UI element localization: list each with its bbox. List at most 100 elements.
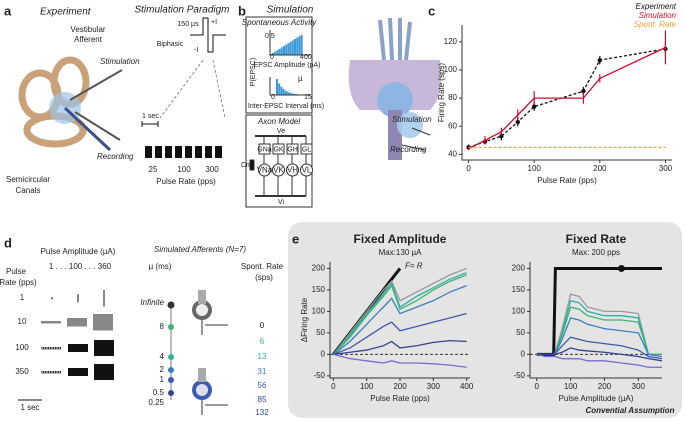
hist-bar: [298, 36, 301, 55]
hist-bar: [300, 34, 303, 55]
source-label: VNa: [257, 166, 273, 175]
source: [286, 163, 299, 177]
biphasic-waveform: [141, 17, 226, 127]
hist-bar: [287, 91, 289, 95]
mu-label: Infinite: [140, 298, 164, 307]
heading: Stimulation Paradigm: [134, 5, 229, 16]
x-tick-label: 300: [659, 164, 673, 173]
point: [617, 264, 625, 272]
series-line: [536, 347, 663, 362]
chart-subtitle: Max: 200 pps: [572, 248, 620, 257]
gate-label: GL: [302, 146, 311, 153]
x-axis-label: Pulse Amplitude (µA): [559, 394, 634, 403]
gate-box: [286, 143, 299, 155]
label: Biphasic: [157, 41, 184, 48]
y-tick-label: 40: [448, 149, 457, 158]
hist-bar: [272, 53, 274, 55]
chart-title: Fixed Rate: [566, 232, 627, 246]
label: (sps): [255, 273, 273, 282]
label: Recording: [390, 145, 427, 154]
y-axis-label: ΔFiring Rate: [300, 297, 309, 342]
y-tick-label: 50: [316, 328, 325, 337]
source-label: VH: [287, 166, 298, 175]
y-tick-label: 150: [312, 285, 326, 294]
point: [581, 88, 586, 94]
row-label: 10: [18, 317, 27, 326]
source-label: VL: [302, 166, 312, 175]
label: Vi: [278, 199, 285, 206]
source-label: VK: [273, 166, 284, 175]
hist-bar: [278, 48, 281, 55]
gate-box: [300, 143, 313, 155]
heading: Experiment: [40, 7, 92, 18]
axon-circuit: GNa VNa GK VK GH VH GL VL: [257, 136, 313, 196]
axis: [329, 262, 470, 379]
label: Semicircular: [6, 175, 50, 184]
raster-block: [94, 340, 114, 356]
neuron-illustration: [348, 17, 442, 160]
ear-illustration: [18, 56, 123, 152]
pulse-block: [185, 146, 192, 158]
x-tick-label: 200: [593, 164, 607, 173]
axis-label: EPSC Amplitude (pA): [254, 62, 321, 69]
rate-label: 13: [258, 352, 267, 361]
axis: [529, 262, 662, 379]
afferent-illustration: [167, 290, 228, 415]
point: [597, 57, 603, 63]
rate-label: 85: [258, 395, 267, 404]
series-line: [468, 46, 666, 150]
hist-bar: [276, 79, 278, 95]
label: Stimulation: [100, 57, 140, 66]
y-tick-label: 100: [512, 307, 526, 316]
y-tick-label: 200: [512, 264, 526, 273]
note: Convential Assumption: [585, 406, 674, 415]
heading: Spontaneous Activity: [242, 18, 317, 27]
raster-plot: [18, 290, 114, 401]
tick-label: 300: [205, 165, 219, 174]
series-line: [333, 353, 467, 368]
x-axis-label: Pulse Rate (pps): [370, 394, 430, 403]
series-line: [332, 285, 467, 355]
label: Cm: [241, 162, 252, 169]
series-line: [333, 312, 467, 355]
x-tick-label: 0: [331, 382, 336, 391]
y-tick-label: 60: [448, 121, 457, 130]
legend-entry: Experiment: [636, 2, 677, 11]
raster-block: [68, 368, 88, 376]
series-line: [333, 339, 467, 356]
chart-subtitle: Max:130 µA: [379, 248, 423, 257]
label: 1 . . . 100 . . . 360: [49, 262, 112, 271]
mu-label: 1: [160, 375, 165, 384]
pulse-block: [175, 146, 182, 158]
series-line: [468, 48, 666, 148]
label: Ve: [277, 128, 285, 135]
heading: Simulation: [267, 5, 314, 16]
row-label: 1: [20, 293, 25, 302]
pulse-block: [195, 146, 202, 158]
tick-label: 0: [270, 54, 274, 61]
hist-bar: [280, 86, 283, 95]
gate-label: GK: [273, 146, 283, 153]
hist-bar: [280, 47, 283, 55]
y-tick-label: 50: [516, 328, 525, 337]
legend-entry: Simulation: [639, 11, 677, 20]
row-label: 100: [15, 343, 29, 352]
tick-label: 15: [304, 94, 312, 101]
label: 150 µs: [177, 21, 199, 28]
rate-label: 132: [255, 408, 269, 417]
label: Spont. Rate: [241, 262, 284, 271]
panel-label: a: [4, 3, 12, 18]
panel-label: c: [428, 3, 435, 18]
y-tick-label: 120: [444, 37, 458, 46]
mu-label: 2: [160, 365, 165, 374]
point: [531, 104, 537, 109]
label: µ (ms): [149, 262, 172, 271]
row-label: 350: [15, 367, 29, 376]
x-axis-label: Pulse Rate (pps): [537, 176, 597, 185]
mu-label: 4: [160, 352, 165, 361]
hist-bar: [296, 37, 299, 55]
tick-label: 25: [149, 165, 158, 174]
pulse-trains: [145, 146, 222, 158]
hist-bar: [293, 93, 296, 95]
